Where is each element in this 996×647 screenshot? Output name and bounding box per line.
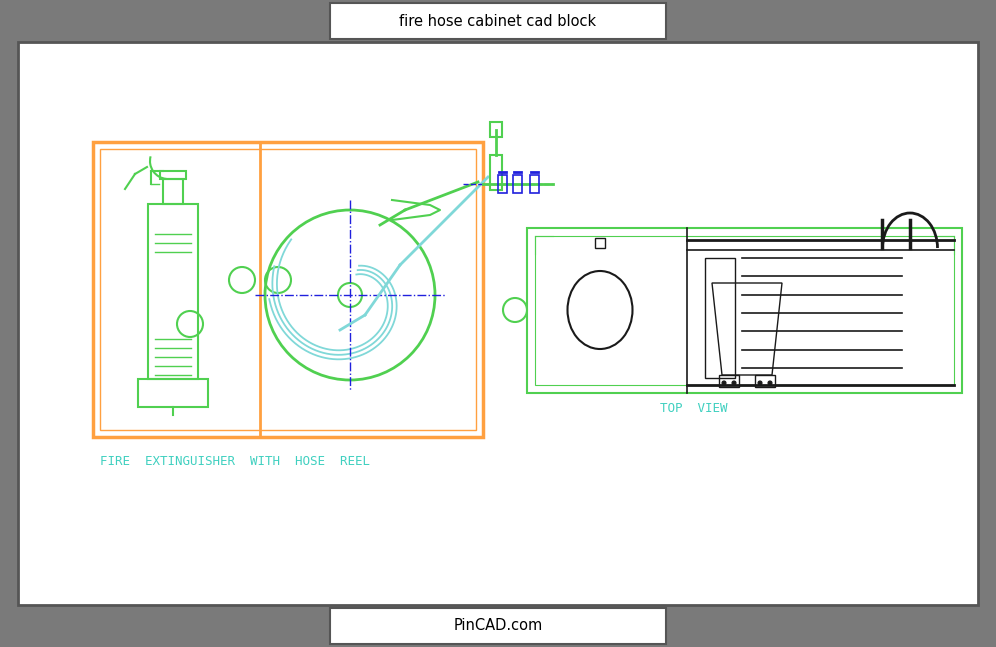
Bar: [527, 228, 962, 393]
Bar: [490, 155, 502, 190]
Text: TOP  VIEW: TOP VIEW: [660, 402, 727, 415]
Bar: [530, 175, 539, 193]
Bar: [705, 258, 735, 378]
Circle shape: [722, 381, 726, 385]
Bar: [513, 175, 522, 193]
Bar: [330, 3, 666, 39]
Circle shape: [758, 381, 762, 385]
Text: fire hose cabinet cad block: fire hose cabinet cad block: [399, 14, 597, 28]
Bar: [755, 375, 775, 387]
Bar: [148, 204, 198, 379]
Bar: [595, 238, 605, 248]
Bar: [163, 179, 183, 204]
Bar: [535, 236, 954, 385]
Text: FIRE  EXTINGUISHER  WITH  HOSE  REEL: FIRE EXTINGUISHER WITH HOSE REEL: [100, 455, 370, 468]
Circle shape: [768, 381, 772, 385]
Bar: [160, 171, 186, 179]
Bar: [719, 375, 739, 387]
Bar: [498, 175, 507, 193]
Text: PinCAD.com: PinCAD.com: [453, 619, 543, 633]
Bar: [93, 142, 483, 437]
Circle shape: [732, 381, 736, 385]
Bar: [490, 122, 502, 137]
Bar: [330, 608, 666, 644]
Bar: [100, 149, 476, 430]
Bar: [138, 379, 208, 407]
Bar: [18, 42, 978, 605]
